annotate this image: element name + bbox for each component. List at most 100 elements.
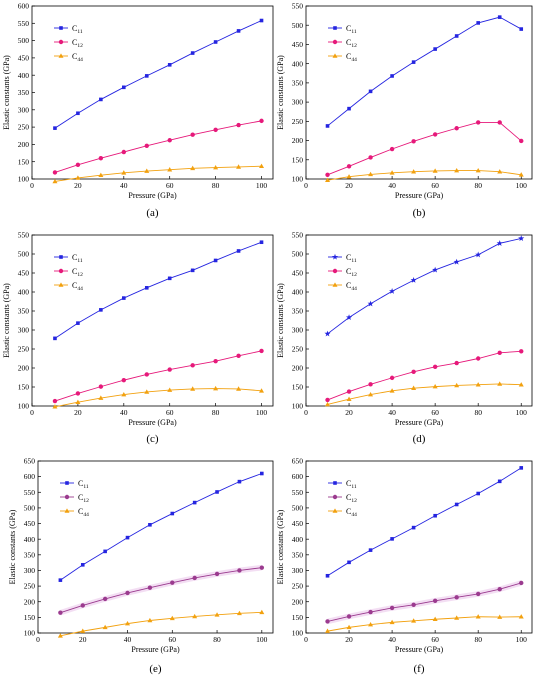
y-tick-label: 250: [24, 582, 36, 591]
series-line-C12: [327, 582, 522, 622]
data-point-C44: [190, 386, 196, 391]
data-point-C12: [58, 610, 63, 615]
series-line-C44: [60, 611, 262, 637]
y-tick-label: 300: [292, 98, 304, 107]
x-tick-label: 20: [345, 408, 353, 417]
data-point-C12: [519, 580, 524, 586]
y-tick-label: 100: [24, 629, 36, 638]
x-tick-label: 0: [30, 408, 34, 417]
data-point-C44: [236, 386, 242, 391]
x-tick-label: 40: [388, 181, 396, 190]
data-point-C44: [389, 619, 395, 625]
data-point-C11: [325, 573, 330, 578]
data-point-C44: [102, 624, 108, 630]
y-tick-label: 300: [24, 566, 36, 575]
y-tick-label: 250: [292, 582, 304, 591]
x-tick-label: 80: [212, 181, 220, 190]
legend-subscript: 44: [351, 286, 357, 292]
x-tick-label: 0: [30, 181, 34, 190]
y-axis-title: Elastic constants (GPa): [8, 509, 17, 584]
data-point-C44: [190, 165, 196, 171]
data-point-C44: [432, 616, 438, 622]
y-tick-label: 500: [292, 21, 304, 30]
x-tick-label: 0: [304, 181, 308, 190]
y-tick-label: 650: [292, 457, 304, 466]
data-point-C11: [454, 34, 459, 38]
data-point-C11: [432, 266, 439, 273]
data-point-C12: [214, 571, 220, 577]
legend-marker: [65, 481, 69, 485]
legend-label: C11: [72, 24, 83, 35]
x-tick-label: 20: [74, 408, 82, 417]
y-tick-label: 250: [18, 123, 30, 132]
y-tick-label: 200: [292, 597, 304, 606]
data-point-C44: [497, 614, 503, 619]
chart-panel-1: 0 20 40 60 80 100 100 150 200 250 300 350 400 450 500 5…: [276, 2, 533, 219]
data-point-C12: [325, 619, 330, 624]
x-tick-label: 20: [79, 635, 87, 644]
x-tick-label: 100: [256, 181, 268, 190]
data-point-C11: [170, 511, 175, 516]
data-point-C11: [476, 21, 480, 25]
data-point-C11: [167, 276, 172, 281]
data-point-C11: [368, 548, 373, 552]
data-point-C11: [453, 258, 460, 265]
legend-marker: [333, 481, 337, 485]
data-point-C12: [454, 126, 459, 131]
series-line-C12: [60, 567, 262, 614]
series-line-C11: [327, 467, 522, 577]
y-tick-label: 400: [18, 71, 30, 80]
data-point-C44: [121, 170, 127, 175]
x-tick-label: 20: [345, 181, 353, 190]
x-tick-label: 100: [256, 635, 268, 644]
data-point-C11: [167, 63, 172, 67]
data-point-C11: [433, 513, 437, 518]
data-point-C11: [53, 126, 57, 130]
legend-subscript: 11: [351, 29, 357, 35]
data-point-C12: [475, 356, 481, 361]
data-point-C12: [121, 377, 127, 383]
data-point-C12: [190, 132, 195, 137]
y-tick-label: 450: [292, 269, 304, 278]
data-point-C44: [192, 613, 198, 619]
x-tick-label: 40: [124, 635, 132, 644]
x-axis-title: Pressure (GPa): [128, 191, 177, 200]
chart-panel-0: 0 20 40 60 80 100 100 150 200 250 300 350 400 450 500 5…: [2, 2, 274, 219]
data-point-C12: [389, 375, 395, 381]
y-axis-title: Elastic constants (GPa): [276, 509, 285, 584]
y-tick-label: 400: [292, 288, 304, 297]
data-point-C44: [346, 174, 352, 179]
data-point-C12: [475, 120, 481, 125]
data-point-C44: [259, 163, 265, 168]
y-tick-label: 200: [24, 597, 36, 606]
legend-label: C12: [72, 38, 83, 49]
legend-label: C12: [346, 267, 357, 278]
legend-subscript: 12: [77, 43, 83, 49]
data-point-C11: [368, 89, 373, 94]
x-tick-label: 60: [169, 635, 177, 644]
data-point-C11: [190, 268, 195, 273]
data-point-C11: [213, 258, 218, 263]
legend-marker: [332, 53, 338, 58]
legend-marker: [64, 494, 70, 500]
data-point-C11: [411, 60, 416, 64]
data-point-C12: [52, 398, 58, 404]
data-point-C44: [411, 618, 417, 623]
data-point-C11: [80, 563, 85, 567]
series-line-C11: [54, 241, 262, 339]
data-point-C11: [497, 479, 502, 484]
data-point-C44: [52, 404, 58, 409]
series-line-C12: [54, 350, 262, 402]
data-point-C11: [325, 124, 330, 128]
x-axis-title: Pressure (GPa): [395, 191, 444, 200]
data-point-C11: [346, 314, 353, 321]
series-line-C11: [327, 237, 522, 335]
data-point-C12: [368, 155, 373, 160]
data-point-C12: [52, 170, 58, 175]
y-tick-label: 250: [292, 345, 304, 354]
x-tick-label: 40: [120, 408, 128, 417]
data-point-C11: [144, 286, 149, 290]
data-point-C44: [57, 633, 63, 638]
y-tick-label: 550: [292, 2, 304, 11]
y-tick-label: 100: [292, 629, 304, 638]
